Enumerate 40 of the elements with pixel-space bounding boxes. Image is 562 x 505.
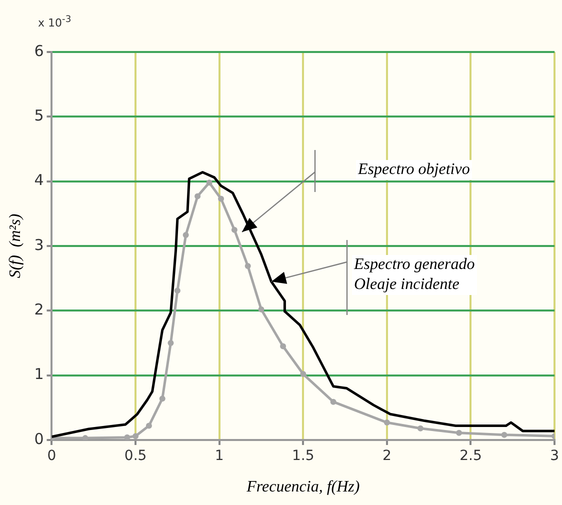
- point: [206, 180, 212, 186]
- annotation: Espectro generado Oleaje incidente: [352, 255, 477, 295]
- x-tick-label: 1: [214, 448, 224, 464]
- y-tick-label: 0: [34, 430, 44, 448]
- point: [194, 193, 201, 200]
- x-tick-label: 0.5: [124, 448, 147, 464]
- y-tick-label: 5: [34, 106, 44, 125]
- y-axis-title: S(f) (m²s): [6, 214, 24, 278]
- point: [280, 343, 286, 350]
- y-tick-label: 1: [34, 365, 44, 384]
- point: [258, 306, 264, 312]
- point: [159, 396, 166, 402]
- point: [132, 433, 139, 440]
- text: x 10$^{-3}$: [38, 14, 72, 30]
- y-tick-label: 6: [34, 42, 44, 60]
- point: [244, 263, 251, 270]
- x-tick-label: 2: [382, 448, 392, 464]
- point: [124, 434, 130, 440]
- y-tick-label: 3: [34, 236, 44, 254]
- y-tick-label: 2: [34, 300, 44, 319]
- x-tick-label: 0: [47, 448, 56, 464]
- point: [174, 288, 180, 294]
- point: [384, 420, 390, 426]
- point: [300, 371, 306, 378]
- point: [417, 425, 424, 432]
- point: [82, 435, 88, 440]
- point: [146, 422, 152, 429]
- y-tick-label: 4: [34, 171, 44, 190]
- x-tick-label: 1.5: [292, 448, 314, 464]
- annotation: Espectro objetivo: [356, 160, 472, 180]
- x-axis-title: Frecuencia, f(Hz): [246, 478, 360, 496]
- point: [456, 430, 462, 436]
- point: [501, 432, 508, 438]
- x-tick-label: 3: [550, 448, 560, 464]
- point: [168, 340, 174, 346]
- point: [231, 226, 238, 233]
- point: [218, 196, 224, 202]
- x-tick-label: 2.5: [460, 448, 482, 464]
- point: [330, 398, 336, 405]
- point: [182, 232, 189, 238]
